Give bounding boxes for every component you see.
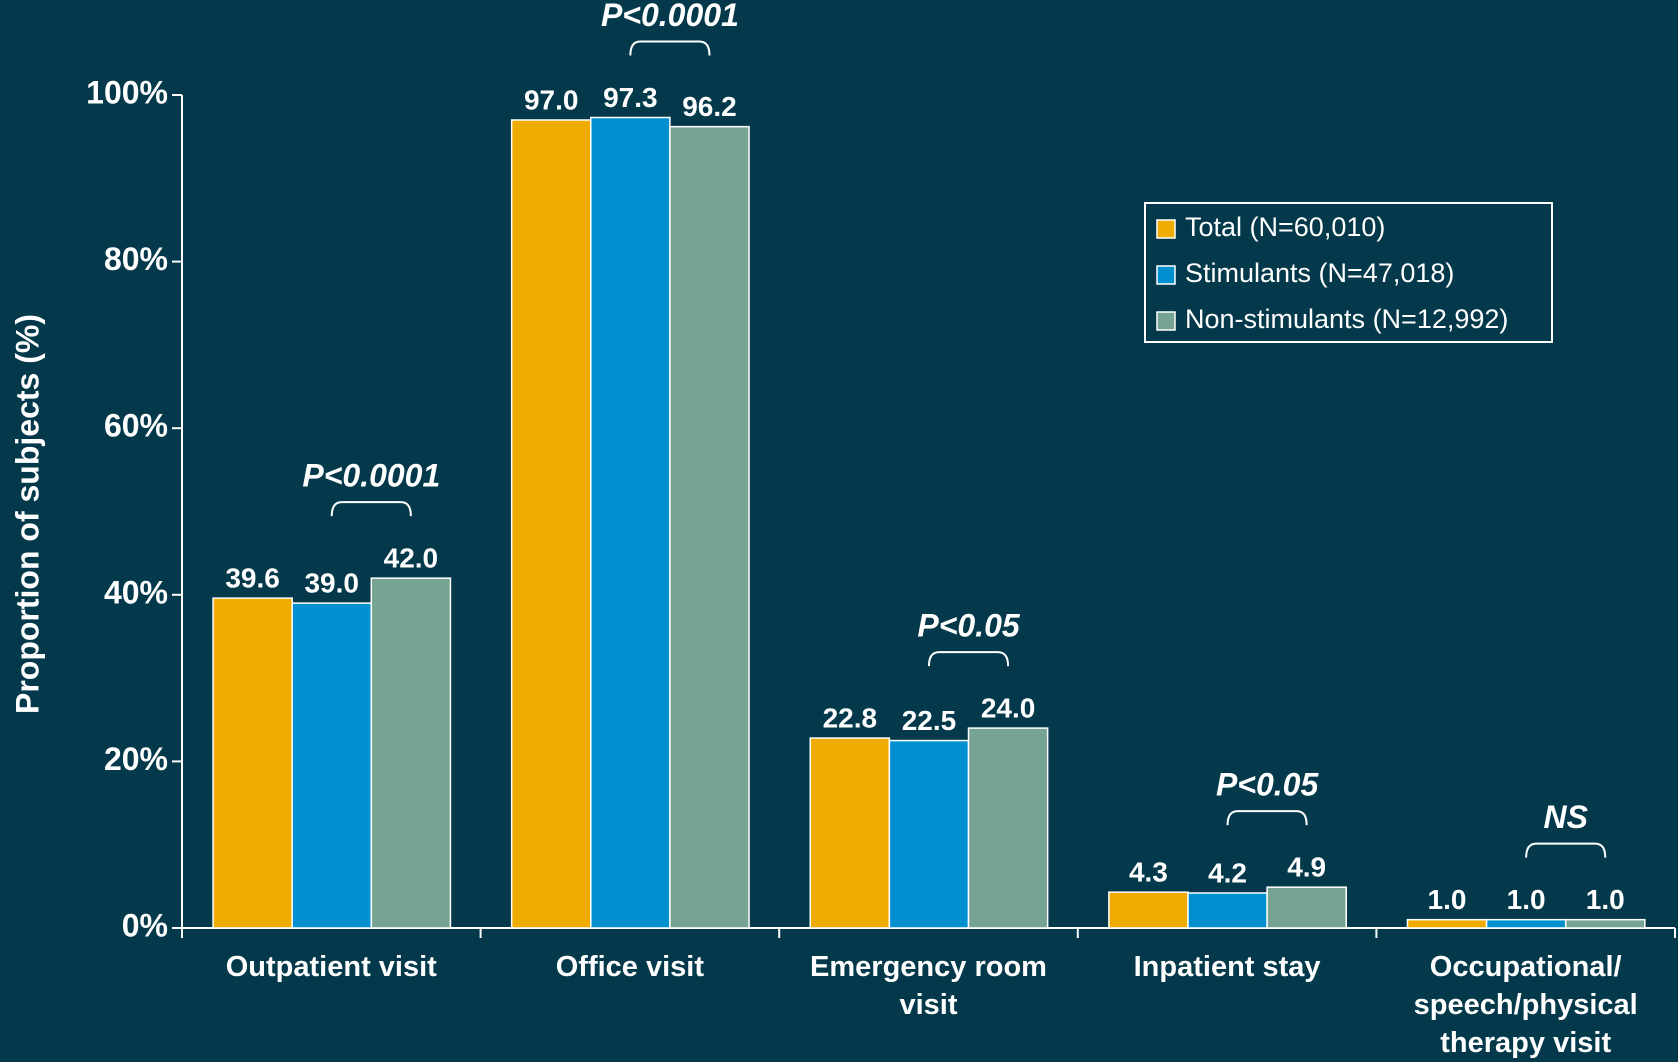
x-tick-label: Office visit: [555, 951, 705, 983]
bar: [1485, 918, 1567, 929]
bar: [291, 602, 373, 929]
value-label: 1.0: [1507, 884, 1546, 915]
bracket: [1525, 842, 1607, 858]
bar: [212, 597, 293, 929]
value-label: 96.2: [682, 91, 737, 122]
x-tick-label: Occupational/ speech/physical therapy vi…: [1413, 951, 1638, 1059]
bracket: [629, 40, 711, 56]
y-axis-label: Proportion of subjects (%): [9, 314, 45, 714]
bar: [590, 116, 671, 929]
y-tick-label: 20%: [104, 741, 168, 777]
value-label: 4.9: [1287, 852, 1326, 883]
legend-swatch: [1156, 311, 1176, 331]
bar: [510, 119, 592, 929]
bar: [1108, 891, 1189, 929]
bar: [1406, 918, 1488, 929]
value-label: 4.2: [1208, 857, 1247, 888]
value-label: 39.6: [225, 563, 280, 594]
value-label: 97.3: [603, 82, 658, 113]
y-tick-label: 0%: [122, 907, 168, 943]
legend-label: Non-stimulants (N=12,992): [1185, 304, 1508, 334]
bar: [370, 577, 452, 929]
legend-box: [1144, 202, 1553, 343]
y-tick-label: 80%: [104, 241, 168, 277]
value-label: 22.5: [902, 705, 957, 736]
value-label: 97.0: [524, 84, 579, 115]
value-label: 24.0: [981, 692, 1036, 723]
legend-swatch: [1156, 265, 1176, 285]
bar: [809, 737, 891, 929]
bar: [967, 727, 1049, 929]
x-tick-label: Outpatient visit: [225, 951, 437, 983]
value-label: 42.0: [384, 543, 439, 574]
annotation: NS: [1543, 799, 1588, 835]
bar: [1564, 918, 1646, 929]
bar: [1187, 892, 1268, 929]
annotation: P<0.05: [917, 608, 1021, 644]
bracket: [927, 651, 1010, 667]
bar: [1266, 886, 1347, 929]
value-label: 39.0: [304, 568, 359, 599]
y-tick-label: 40%: [104, 574, 168, 610]
annotation: P<0.05: [1216, 767, 1320, 803]
bracket: [1226, 810, 1308, 826]
annotation: P<0.0001: [302, 458, 440, 494]
legend-label: Stimulants (N=47,018): [1185, 258, 1454, 288]
y-tick-label: 100%: [86, 74, 168, 110]
bar: [888, 739, 970, 929]
value-label: 4.3: [1129, 857, 1168, 888]
x-tick-label: Inpatient stay: [1133, 951, 1321, 983]
bracket: [330, 501, 412, 517]
annotation: P<0.0001: [601, 0, 739, 33]
value-label: 1.0: [1586, 884, 1625, 915]
value-label: 1.0: [1428, 884, 1467, 915]
bar: [669, 125, 750, 929]
x-tick-label: Emergency room visit: [810, 951, 1047, 1021]
legend-label: Total (N=60,010): [1185, 212, 1385, 242]
y-tick-label: 60%: [104, 408, 168, 444]
legend-swatch: [1156, 219, 1176, 239]
value-label: 22.8: [823, 702, 878, 733]
